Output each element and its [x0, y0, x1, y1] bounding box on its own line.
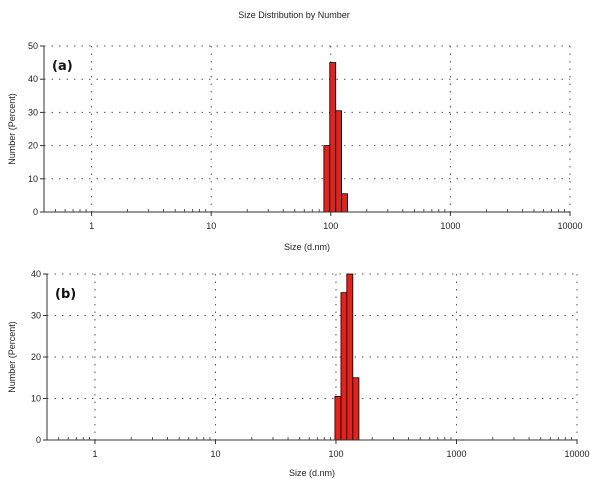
y-tick-label: 0 [33, 207, 38, 217]
panel-a: 1 10 100 1000 10000 0 10 20 30 40 50 (a) Size (d.nm)… [7, 41, 583, 252]
x-tick-label: 100 [328, 449, 343, 459]
y-axis-label: Number (Percent) [7, 93, 17, 165]
panel-label: (b) [55, 287, 76, 302]
histogram-bar [341, 193, 348, 213]
panel-label: (a) [52, 59, 73, 74]
y-tick-label: 40 [31, 269, 41, 279]
y-tick-label: 0 [36, 435, 41, 445]
x-tick-label: 1000 [446, 449, 466, 459]
x-tick-label: 1 [89, 221, 94, 231]
x-axis-label: Size (d.nm) [284, 242, 330, 252]
histogram-bar [352, 377, 360, 441]
histogram-bar [346, 273, 354, 441]
y-tick-label: 40 [28, 74, 38, 84]
x-tick-label: 10000 [557, 221, 582, 231]
y-tick-label: 30 [31, 311, 41, 321]
histogram-bar [334, 396, 342, 441]
y-tick-label: 10 [31, 394, 41, 404]
y-tick-label: 30 [28, 107, 38, 117]
y-tick-label: 10 [28, 174, 38, 184]
x-tick-label: 10 [210, 449, 220, 459]
y-axis-label: Number (Percent) [7, 321, 17, 393]
x-tick-label: 1000 [440, 221, 460, 231]
y-tick-label: 20 [28, 141, 38, 151]
x-tick-label: 100 [323, 221, 338, 231]
x-tick-label: 10 [206, 221, 216, 231]
histogram-bar [335, 110, 342, 213]
panel-b: 1 10 100 1000 10000 0 10 20 30 40 (b) Size (d.nm) Nu… [7, 269, 590, 478]
x-tick-label: 1 [92, 449, 97, 459]
histogram-bar [329, 62, 337, 213]
y-tick-label: 50 [28, 41, 38, 51]
histogram-bar [323, 145, 331, 213]
x-axis-label: Size (d.nm) [289, 468, 335, 478]
y-tick-label: 20 [31, 352, 41, 362]
histogram-bar [340, 292, 348, 441]
chart-title: Size Distribution by Number [238, 10, 350, 20]
x-tick-label: 10000 [564, 449, 589, 459]
